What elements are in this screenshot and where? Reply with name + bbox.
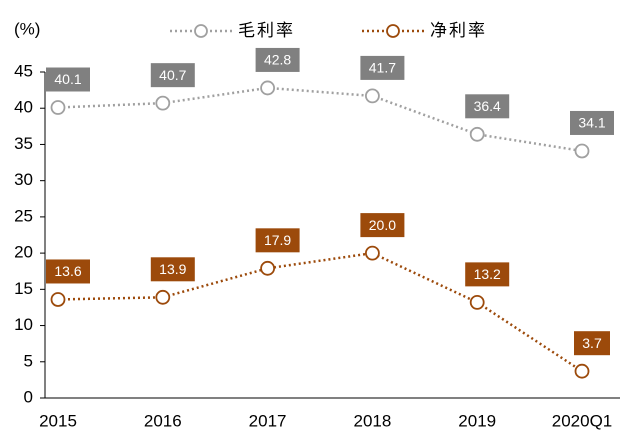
y-tick-label: 30	[14, 170, 33, 189]
data-label: 40.7	[159, 67, 186, 83]
point	[574, 363, 590, 379]
point	[364, 88, 380, 104]
legend-marker	[194, 24, 208, 38]
x-tick-label: 2015	[39, 411, 77, 430]
y-tick-label: 10	[14, 315, 33, 334]
point	[260, 80, 276, 96]
data-label-box	[570, 110, 614, 135]
point	[469, 294, 485, 310]
y-tick-label: 25	[14, 206, 33, 225]
data-label: 42.8	[264, 52, 291, 68]
y-tick-label: 35	[14, 134, 33, 153]
data-label-box	[574, 331, 610, 356]
data-label: 20.0	[369, 217, 396, 233]
data-label-box	[150, 63, 195, 88]
point	[50, 292, 66, 307]
series-line	[57, 86, 583, 153]
x-tick-label: 2020Q1	[552, 411, 613, 430]
data-label: 40.1	[54, 71, 81, 87]
data-label: 3.7	[582, 335, 602, 351]
legend-label: 毛利率	[238, 21, 295, 41]
data-label-box	[46, 259, 90, 284]
y-tick-label: 20	[14, 243, 33, 262]
data-label: 17.9	[264, 232, 291, 248]
data-label-box	[46, 67, 90, 92]
data-label-box	[360, 213, 405, 238]
x-tick-label: 2016	[144, 411, 182, 430]
y-tick-label: 40	[14, 98, 33, 117]
x-tick-label: 2017	[249, 411, 287, 430]
point	[50, 100, 66, 115]
x-tick-label: 2019	[458, 411, 496, 430]
data-label: 41.7	[369, 60, 396, 76]
data-label-box	[465, 262, 510, 287]
y-axis-label: (%)	[14, 19, 40, 38]
legend-marker	[386, 24, 400, 38]
x-tick-label: 2018	[353, 411, 391, 430]
data-label-box	[255, 47, 300, 72]
data-label: 13.9	[159, 261, 186, 277]
data-label-box	[150, 257, 195, 282]
data-label: 13.2	[474, 266, 501, 282]
data-label-box	[255, 228, 300, 253]
series-line	[57, 251, 583, 373]
y-tick-label: 45	[14, 61, 33, 80]
y-tick-label: 15	[14, 279, 33, 298]
point	[155, 95, 171, 111]
data-label: 13.6	[54, 263, 81, 279]
data-label: 36.4	[474, 98, 501, 114]
point	[155, 289, 171, 305]
point	[469, 126, 485, 142]
point	[364, 245, 380, 261]
data-label: 34.1	[578, 115, 605, 131]
point	[260, 260, 276, 276]
data-label-box	[465, 94, 510, 119]
legend-label: 净利率	[430, 21, 487, 41]
data-label-box	[360, 55, 405, 80]
y-tick-label: 5	[24, 351, 33, 370]
point	[574, 143, 590, 159]
y-tick-label: 0	[24, 387, 33, 406]
